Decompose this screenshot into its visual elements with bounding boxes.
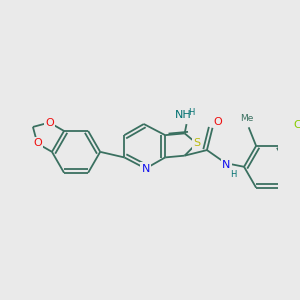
Text: H: H: [188, 107, 194, 116]
Text: Me: Me: [240, 114, 253, 123]
Text: O: O: [33, 138, 42, 148]
Text: N: N: [142, 164, 150, 174]
Text: O: O: [214, 117, 222, 127]
Text: N: N: [222, 160, 231, 170]
Text: O: O: [45, 118, 54, 128]
Text: S: S: [193, 138, 200, 148]
Text: Cl: Cl: [293, 120, 300, 130]
Text: H: H: [230, 170, 236, 179]
Text: NH: NH: [174, 110, 191, 120]
